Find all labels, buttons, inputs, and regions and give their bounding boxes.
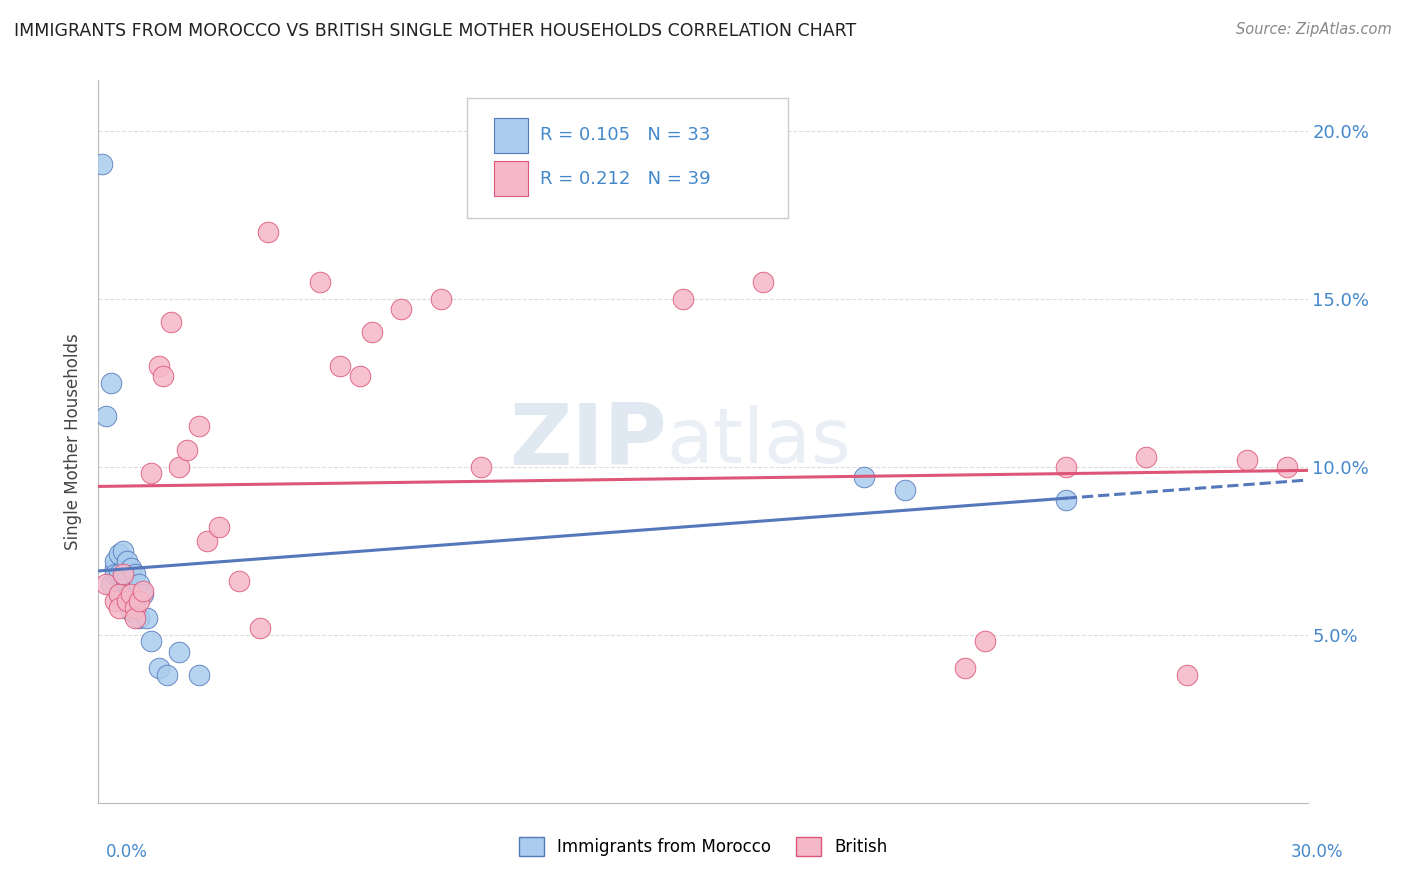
Point <box>208 520 231 534</box>
Point <box>188 668 211 682</box>
Point <box>115 587 138 601</box>
Legend: Immigrants from Morocco, British: Immigrants from Morocco, British <box>512 830 894 863</box>
Text: Source: ZipAtlas.com: Source: ZipAtlas.com <box>1236 22 1392 37</box>
Point <box>349 369 371 384</box>
Point <box>100 577 122 591</box>
Point <box>752 275 775 289</box>
Point <box>103 567 125 582</box>
Point <box>1135 450 1157 464</box>
Point <box>953 661 976 675</box>
Point <box>124 600 146 615</box>
Point <box>195 533 218 548</box>
Point <box>893 483 915 498</box>
Point <box>148 359 170 373</box>
Text: atlas: atlas <box>666 405 852 478</box>
Bar <box>494 118 527 153</box>
Point <box>120 604 142 618</box>
Point <box>128 611 150 625</box>
Point <box>329 359 352 373</box>
Point <box>361 326 384 340</box>
Point <box>111 594 134 608</box>
Text: 0.0%: 0.0% <box>105 843 148 861</box>
Point <box>107 600 129 615</box>
Point <box>1175 668 1198 682</box>
Point <box>128 577 150 591</box>
Point <box>120 587 142 601</box>
Point <box>115 554 138 568</box>
Point <box>124 594 146 608</box>
Point <box>167 644 190 658</box>
Point <box>120 560 142 574</box>
Point <box>111 543 134 558</box>
Point <box>111 571 134 585</box>
Point <box>167 459 190 474</box>
Point <box>128 594 150 608</box>
Point <box>309 275 332 289</box>
Point <box>100 376 122 390</box>
Point <box>107 567 129 582</box>
Point <box>103 554 125 568</box>
Point <box>853 470 876 484</box>
Point <box>139 634 162 648</box>
Point <box>103 594 125 608</box>
Point <box>974 634 997 648</box>
Point <box>96 409 118 424</box>
Point <box>152 369 174 384</box>
Point <box>148 661 170 675</box>
Text: R = 0.105   N = 33: R = 0.105 N = 33 <box>540 126 710 145</box>
Point <box>124 611 146 625</box>
Point <box>389 301 412 316</box>
Point <box>120 584 142 599</box>
Point <box>156 668 179 682</box>
Point <box>124 567 146 582</box>
Text: IMMIGRANTS FROM MOROCCO VS BRITISH SINGLE MOTHER HOUSEHOLDS CORRELATION CHART: IMMIGRANTS FROM MOROCCO VS BRITISH SINGL… <box>14 22 856 40</box>
Point <box>132 587 155 601</box>
Point <box>1054 459 1077 474</box>
Point <box>1054 493 1077 508</box>
Bar <box>494 161 527 196</box>
Point <box>256 225 278 239</box>
Point <box>135 611 157 625</box>
Y-axis label: Single Mother Households: Single Mother Households <box>65 334 83 549</box>
Text: 30.0%: 30.0% <box>1291 843 1343 861</box>
Point <box>115 571 138 585</box>
Point <box>430 292 453 306</box>
Point <box>111 567 134 582</box>
Point <box>188 419 211 434</box>
Point <box>91 157 114 171</box>
Point <box>132 584 155 599</box>
Text: R = 0.212   N = 39: R = 0.212 N = 39 <box>540 169 710 187</box>
Point <box>115 594 138 608</box>
Point <box>107 587 129 601</box>
Point <box>107 547 129 561</box>
Point <box>160 315 183 329</box>
Point <box>139 467 162 481</box>
Point <box>470 459 492 474</box>
Point <box>672 292 695 306</box>
Point <box>249 621 271 635</box>
Point <box>176 442 198 457</box>
Point <box>107 587 129 601</box>
Point <box>1277 459 1299 474</box>
Point <box>228 574 250 588</box>
Point <box>1236 453 1258 467</box>
Text: ZIP: ZIP <box>509 400 666 483</box>
Point <box>103 560 125 574</box>
FancyBboxPatch shape <box>467 98 787 218</box>
Point <box>96 577 118 591</box>
